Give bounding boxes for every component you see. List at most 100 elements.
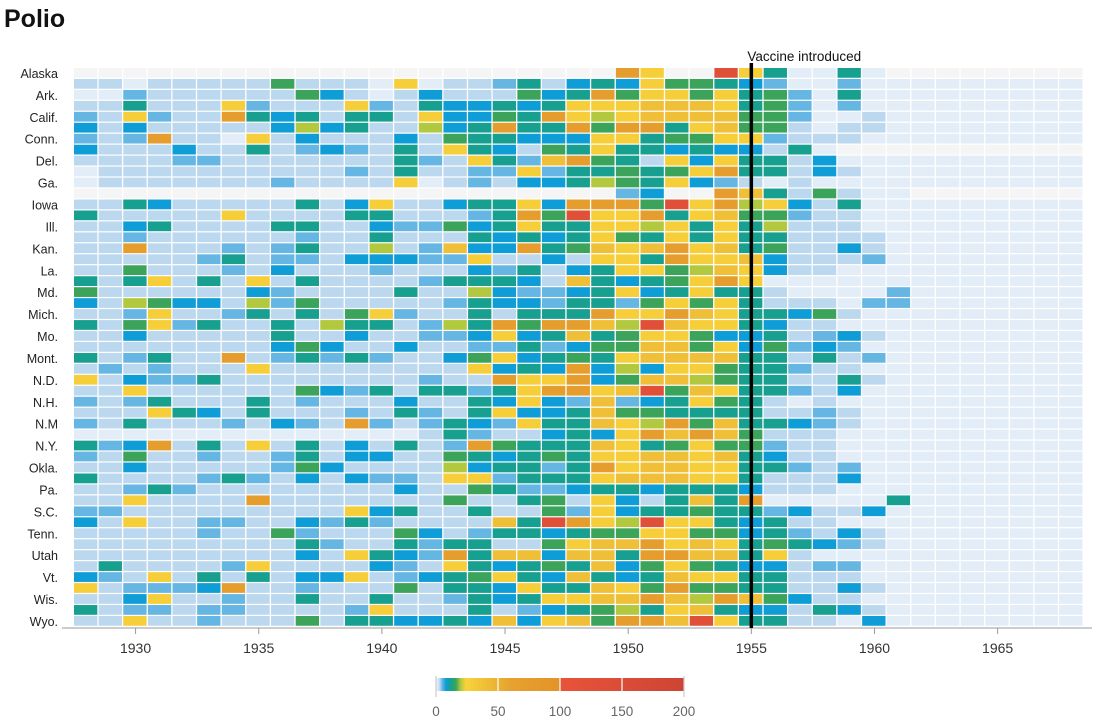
heatmap-cell (788, 232, 812, 243)
heatmap-cell (566, 605, 590, 615)
heatmap-cell (689, 254, 714, 265)
heatmap-cell (517, 177, 541, 188)
heatmap-cell (221, 111, 246, 122)
heatmap-cell (344, 210, 369, 221)
heatmap-cell (295, 100, 319, 111)
row-label: Md. (37, 286, 58, 300)
heatmap-cell (1009, 374, 1034, 385)
heatmap-cell (344, 309, 369, 319)
heatmap-cell (911, 68, 935, 78)
heatmap-cell (886, 68, 911, 78)
heatmap-cell (566, 429, 590, 440)
heatmap-cell (985, 583, 1009, 593)
heatmap-cells (74, 68, 1083, 626)
heatmap-cell (271, 352, 295, 363)
heatmap-cell (271, 407, 295, 418)
heatmap-cell (911, 166, 935, 177)
heatmap-cell (1009, 385, 1034, 396)
heatmap-cell (862, 320, 886, 330)
heatmap-cell (1034, 265, 1058, 276)
heatmap-cell (689, 385, 714, 396)
heatmap-cell (394, 407, 418, 418)
heatmap-cell (1059, 363, 1083, 374)
heatmap-cell (221, 166, 246, 177)
heatmap-cell (985, 133, 1009, 144)
heatmap-cell (541, 210, 566, 221)
heatmap-cell (886, 144, 911, 155)
heatmap-cell (74, 451, 98, 462)
heatmap-cell (197, 550, 221, 560)
heatmap-cell (246, 276, 270, 286)
heatmap-cell (640, 243, 664, 254)
heatmap-cell (862, 68, 886, 78)
heatmap-cell (295, 539, 319, 550)
heatmap-cell (763, 451, 787, 462)
heatmap-cell (1059, 396, 1083, 407)
heatmap-cell (1059, 495, 1083, 506)
heatmap-cell (418, 298, 443, 308)
heatmap-cell (1009, 473, 1034, 484)
heatmap-cell (369, 221, 393, 232)
heatmap-cell (492, 100, 517, 111)
heatmap-cell (1034, 528, 1058, 539)
heatmap-cell (468, 287, 492, 297)
heatmap-cell (566, 122, 590, 133)
heatmap-cell (98, 210, 122, 221)
heatmap-cell (74, 287, 98, 297)
heatmap-cell (640, 144, 664, 155)
heatmap-cell (246, 352, 270, 363)
heatmap-cell (295, 352, 319, 363)
heatmap-cell (763, 144, 787, 155)
heatmap-cell (665, 68, 689, 78)
heatmap-cell (394, 561, 418, 571)
heatmap-cell (615, 396, 640, 407)
heatmap-cell (98, 440, 122, 451)
heatmap-cell (911, 506, 935, 517)
heatmap-cell (911, 122, 935, 133)
heatmap-cell (443, 199, 467, 210)
heatmap-cell (541, 528, 566, 539)
heatmap-cell (123, 68, 147, 78)
heatmap-cell (911, 396, 935, 407)
heatmap-cell (320, 550, 344, 560)
heatmap-cell (172, 144, 196, 155)
heatmap-cell (147, 352, 172, 363)
heatmap-cell (172, 232, 196, 243)
heatmap-cell (123, 78, 147, 89)
heatmap-cell (665, 517, 689, 528)
heatmap-cell (147, 210, 172, 221)
heatmap-cell (714, 210, 738, 221)
heatmap-cell (271, 473, 295, 484)
heatmap-cell (418, 199, 443, 210)
heatmap-cell (98, 473, 122, 484)
heatmap-cell (985, 287, 1009, 297)
heatmap-cell (418, 561, 443, 571)
heatmap-cell (1059, 374, 1083, 385)
heatmap-cell (886, 506, 911, 517)
heatmap-cell (985, 100, 1009, 111)
heatmap-cell (197, 342, 221, 352)
heatmap-cell (123, 528, 147, 539)
heatmap-cell (936, 451, 960, 462)
heatmap-cell (172, 451, 196, 462)
heatmap-cell (862, 583, 886, 593)
heatmap-cell (566, 243, 590, 254)
heatmap-cell (615, 210, 640, 221)
heatmap-cell (911, 287, 935, 297)
heatmap-cell (1009, 144, 1034, 155)
heatmap-cell (788, 265, 812, 276)
heatmap-cell (246, 254, 270, 265)
row-label: Conn. (25, 133, 58, 147)
heatmap-cell (320, 418, 344, 429)
heatmap-cell (369, 451, 393, 462)
heatmap-cell (960, 320, 985, 330)
heatmap-cell (640, 188, 664, 199)
heatmap-cell (714, 68, 738, 78)
heatmap-cell (344, 232, 369, 243)
heatmap-cell (98, 100, 122, 111)
heatmap-cell (123, 451, 147, 462)
heatmap-cell (1034, 506, 1058, 517)
heatmap-cell (443, 396, 467, 407)
heatmap-cell (1059, 166, 1083, 177)
heatmap-cell (418, 320, 443, 330)
